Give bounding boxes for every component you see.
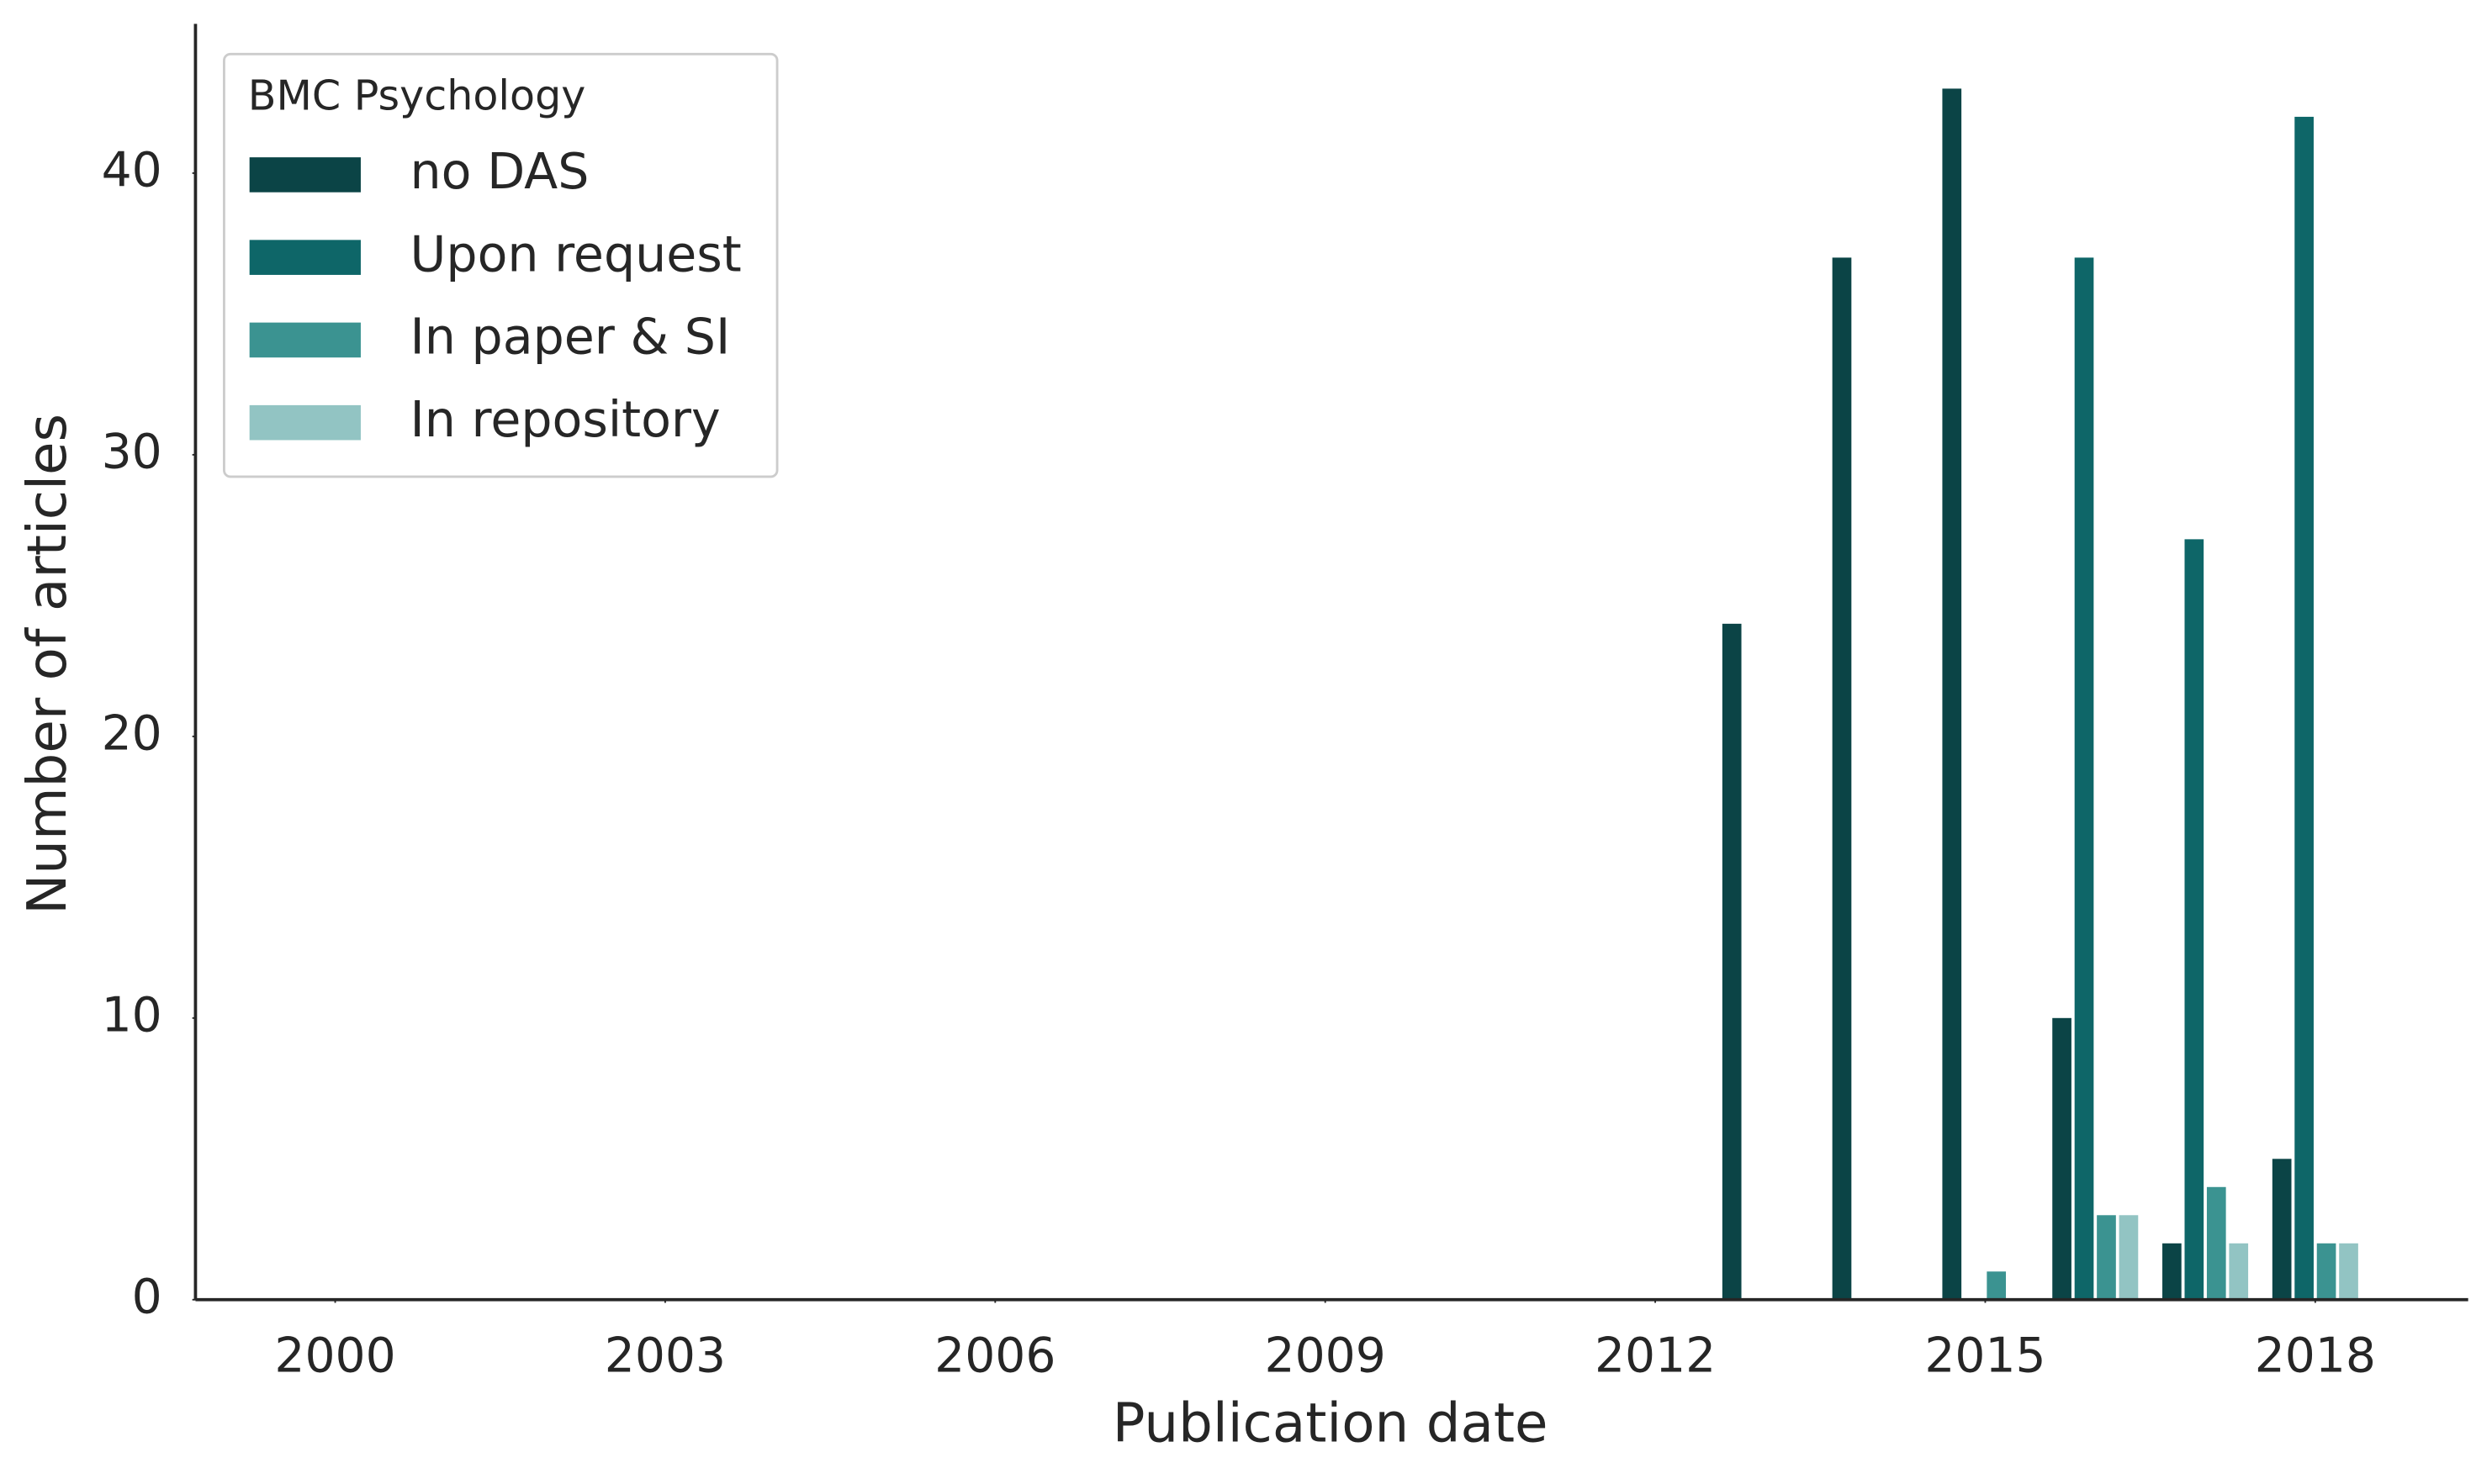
x-tick-label: 2003 xyxy=(605,1328,726,1383)
bar xyxy=(2229,1243,2249,1300)
legend-label: Upon request xyxy=(410,225,742,283)
y-tick-label: 0 xyxy=(132,1269,162,1324)
legend-label: In paper & SI xyxy=(410,309,731,366)
y-tick-label: 30 xyxy=(102,424,162,479)
bar xyxy=(2074,257,2094,1300)
bar xyxy=(1942,88,1962,1300)
legend-swatch xyxy=(249,157,361,193)
legend-swatch xyxy=(249,240,361,275)
legend-swatch xyxy=(249,404,361,441)
legend-box xyxy=(223,52,779,478)
bar xyxy=(2316,1243,2336,1300)
bar xyxy=(2184,539,2204,1300)
y-tick-label: 40 xyxy=(102,143,162,198)
x-axis-label: Publication date xyxy=(1113,1392,1548,1455)
bar xyxy=(1832,257,1852,1300)
x-tick-label: 2009 xyxy=(1265,1328,1386,1383)
y-tick-label: 20 xyxy=(102,705,162,761)
bar xyxy=(2206,1186,2226,1300)
y-axis-label: Number of articles xyxy=(16,414,79,915)
legend-title: BMC Psychology xyxy=(248,71,586,120)
bar xyxy=(1987,1271,2007,1300)
x-tick-label: 2018 xyxy=(2255,1328,2376,1383)
legend-swatch xyxy=(249,322,361,358)
bar xyxy=(2097,1215,2116,1300)
bar xyxy=(2162,1243,2182,1300)
bar xyxy=(2119,1215,2139,1300)
y-tick-label: 10 xyxy=(102,987,162,1043)
bar xyxy=(2294,116,2314,1300)
bar xyxy=(2272,1159,2292,1300)
x-tick-label: 2015 xyxy=(1924,1328,2045,1383)
bar xyxy=(1722,623,1742,1300)
bar xyxy=(2339,1243,2358,1300)
legend-label: In repository xyxy=(410,391,721,448)
x-tick-label: 2012 xyxy=(1595,1328,1716,1383)
bar xyxy=(2052,1017,2071,1300)
x-tick-label: 2006 xyxy=(934,1328,1056,1383)
x-tick-label: 2000 xyxy=(274,1328,395,1383)
legend-label: no DAS xyxy=(410,143,590,200)
